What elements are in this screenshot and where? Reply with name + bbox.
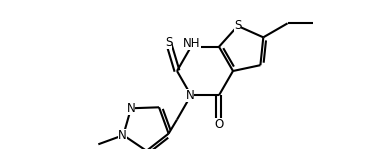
Text: N: N bbox=[127, 102, 135, 115]
Text: N: N bbox=[186, 89, 194, 102]
Text: O: O bbox=[214, 118, 224, 131]
Text: S: S bbox=[165, 36, 172, 49]
Text: S: S bbox=[234, 19, 242, 32]
Text: N: N bbox=[118, 129, 127, 142]
Text: NH: NH bbox=[183, 37, 201, 50]
